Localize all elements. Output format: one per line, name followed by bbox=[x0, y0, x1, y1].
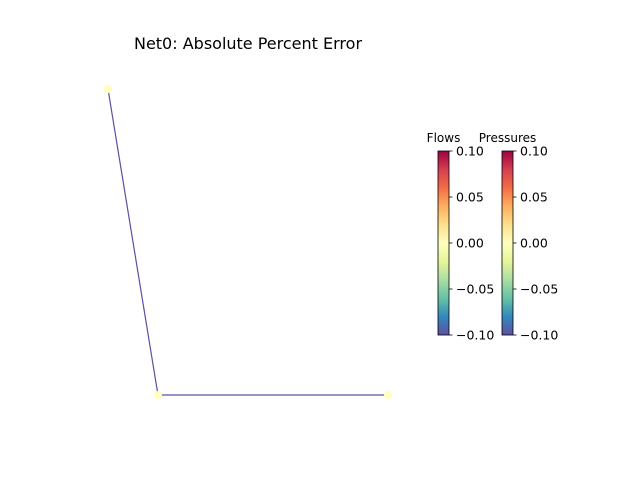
colorbar-gradient bbox=[437, 150, 450, 336]
colorbar-tick-label: −0.05 bbox=[520, 282, 558, 297]
node-2 bbox=[154, 391, 162, 399]
colorbar-tick-label: 0.00 bbox=[520, 236, 548, 251]
colorbar-gradient bbox=[501, 150, 514, 336]
colorbar-tick-label: −0.10 bbox=[456, 328, 494, 343]
colorbar-tick-label: 0.05 bbox=[456, 190, 484, 205]
colorbar-tick-label: 0.10 bbox=[456, 144, 484, 159]
colorbar-tick-label: 0.05 bbox=[520, 190, 548, 205]
link-1 bbox=[107, 88, 159, 396]
colorbar-tick-label: −0.10 bbox=[520, 328, 558, 343]
links-layer bbox=[107, 88, 388, 396]
chart-title: Net0: Absolute Percent Error bbox=[134, 34, 362, 53]
colorbar-tick-label: 0.00 bbox=[456, 236, 484, 251]
colorbar-label: Flows bbox=[427, 131, 461, 145]
colorbar-tick-label: 0.10 bbox=[520, 144, 548, 159]
nodes-layer bbox=[104, 85, 392, 399]
colorbar-label: Pressures bbox=[479, 131, 537, 145]
colorbar-tick-label: −0.05 bbox=[456, 282, 494, 297]
node-1 bbox=[104, 85, 112, 93]
node-3 bbox=[384, 391, 392, 399]
colorbars-layer: Flows0.100.050.00−0.05−0.10Pressures0.10… bbox=[427, 131, 559, 343]
